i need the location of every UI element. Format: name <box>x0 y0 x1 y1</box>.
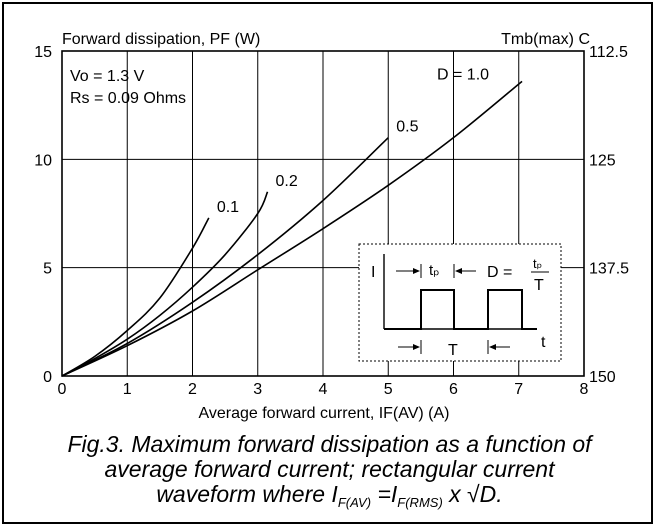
x-tick-label: 0 <box>58 381 67 398</box>
x-tick-label: 4 <box>319 381 328 398</box>
x-tick-label: 6 <box>449 381 458 398</box>
plot-area <box>61 50 585 377</box>
x-tick-label: 1 <box>123 381 132 398</box>
series-label: 0.1 <box>217 199 239 216</box>
caption-line3-b: =I <box>371 481 398 507</box>
x-tick-label: 7 <box>514 381 523 398</box>
caption-line-2: average forward current; rectangular cur… <box>104 456 555 482</box>
y2-tick-label: 112.5 <box>589 44 628 61</box>
figure-caption: Fig.3. Maximum forward dissipation as a … <box>4 432 653 515</box>
x-tick-label: 5 <box>384 381 393 398</box>
period-arrowhead-right <box>489 344 496 350</box>
series-label: 0.5 <box>396 119 418 136</box>
y-tick-label: 5 <box>43 261 52 278</box>
x-tick-label: 2 <box>188 381 197 398</box>
series-label: D = 1.0 <box>437 66 489 83</box>
caption-sub-frms: F(RMS) <box>397 495 443 510</box>
forward-dissipation-chart: Forward dissipation, PF (W) Tmb(max) C A… <box>34 31 629 422</box>
y-tick-label: 15 <box>34 44 52 61</box>
x-axis-title: Average forward current, IF(AV) (A) <box>198 405 449 422</box>
x-tick-label: 3 <box>253 381 262 398</box>
x-tick-label: 8 <box>580 381 589 398</box>
y2-tick-label: 125 <box>589 152 616 169</box>
period-arrowhead-left <box>413 344 420 350</box>
y2-tick-label: 137.5 <box>589 261 629 278</box>
caption-line3-c: x √D. <box>442 481 503 507</box>
inset-border <box>358 243 562 362</box>
inset-t-label: t <box>541 334 546 351</box>
tp-label: tₚ <box>429 262 440 279</box>
series-line <box>61 191 269 377</box>
tp-arrowhead-left <box>413 268 420 274</box>
caption-sub-fav: F(AV) <box>337 495 372 510</box>
caption-line-3: waveform where IF(AV) =IF(RMS) x √D. <box>4 482 653 515</box>
tp-arrowhead-right <box>455 268 462 274</box>
waveform-inset: I t tₚ D = tₚ T T <box>358 243 562 362</box>
series-label: 0.2 <box>276 173 298 190</box>
duty-denominator: T <box>534 277 544 294</box>
period-label: T <box>448 342 458 359</box>
y2-tick-label: 150 <box>589 369 616 386</box>
series-line <box>61 137 389 377</box>
caption-line3-a: waveform where I <box>156 481 338 507</box>
param-vo: Vo = 1.3 V <box>70 68 145 85</box>
series-line <box>61 80 523 377</box>
grid <box>62 51 584 376</box>
series: 0.1 0.2 0.5 D = 1.0 <box>61 66 523 377</box>
y-tick-label: 0 <box>43 369 52 386</box>
inset-pulse-train <box>384 289 537 330</box>
y-tick-label: 10 <box>34 152 52 169</box>
y-axis-title: Forward dissipation, PF (W) <box>62 31 260 48</box>
series-line <box>61 217 210 377</box>
y2-axis-title: Tmb(max) C <box>501 31 590 48</box>
tick-labels: 0 1 2 3 4 5 6 7 8 0 150 5 137.5 10 125 15 112.5 <box>34 44 629 398</box>
duty-numerator: tₚ <box>533 256 542 271</box>
caption-line-1: Fig.3. Maximum forward dissipation as a … <box>67 431 592 457</box>
param-rs: Rs = 0.09 Ohms <box>70 90 186 107</box>
inset-i-label: I <box>371 264 375 281</box>
duty-d-label: D = <box>487 264 512 281</box>
